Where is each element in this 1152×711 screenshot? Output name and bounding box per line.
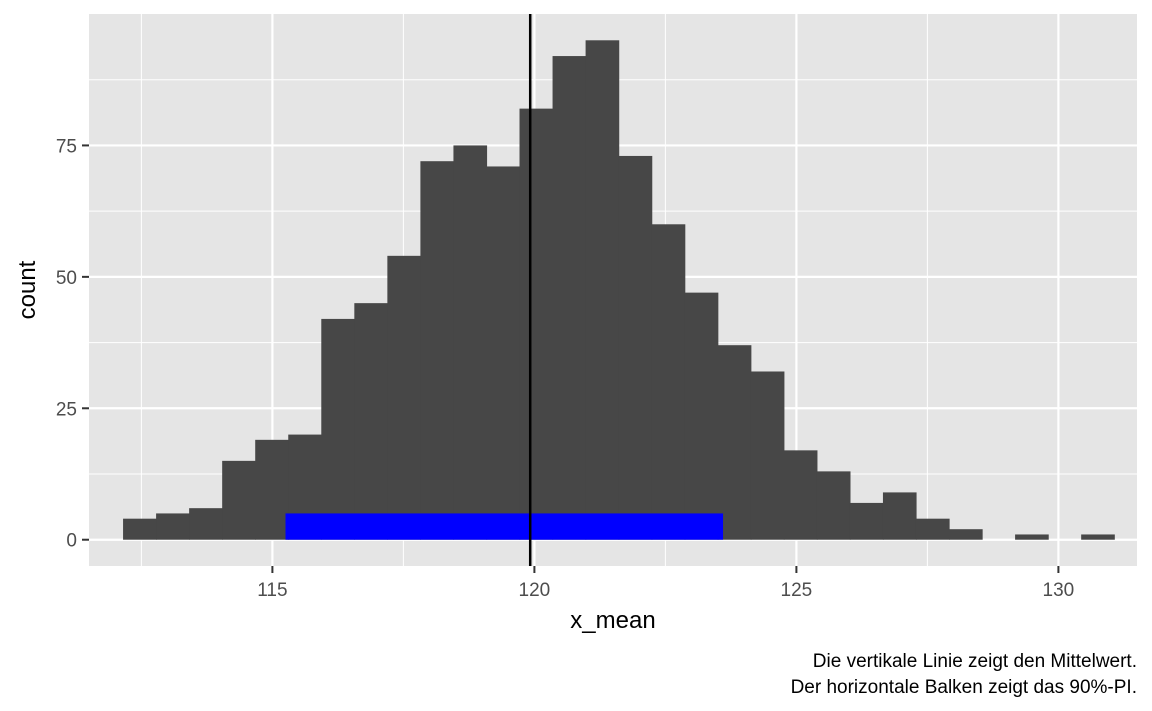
histogram-bar <box>519 108 554 540</box>
histogram-bar <box>618 155 653 540</box>
y-axis-title: count <box>14 260 41 319</box>
histogram-bar <box>255 439 289 540</box>
histogram-bar <box>189 508 223 540</box>
histogram-bar <box>651 224 686 540</box>
histogram-bar <box>453 145 488 540</box>
histogram-bar <box>882 492 917 540</box>
histogram-bars <box>123 40 1115 540</box>
caption-line-1: Die vertikale Linie zeigt den Mittelwert… <box>813 651 1137 672</box>
histogram-bar <box>1081 534 1115 540</box>
histogram-bar <box>420 161 455 540</box>
histogram-bar <box>783 450 818 540</box>
histogram-bar <box>949 529 983 540</box>
histogram-bar <box>849 502 884 540</box>
histogram-bar <box>222 460 256 540</box>
y-axis: 0 25 50 75 <box>56 136 89 552</box>
histogram-bar <box>552 56 587 540</box>
y-tick-label: 50 <box>56 268 77 289</box>
prediction-interval-bar <box>285 513 724 540</box>
x-tick-label: 120 <box>519 580 551 601</box>
histogram-bar <box>156 513 190 540</box>
y-tick-label: 0 <box>66 531 77 552</box>
histogram-bar <box>123 518 157 540</box>
caption-line-2: Der horizontale Balken zeigt das 90%-PI. <box>791 677 1137 698</box>
histogram-bar <box>387 255 422 540</box>
histogram-bar <box>915 518 950 540</box>
histogram-bar <box>321 318 355 540</box>
histogram-bar <box>1015 534 1049 540</box>
x-tick-label: 115 <box>257 580 287 601</box>
histogram-bar <box>684 292 719 540</box>
x-tick-label: 125 <box>781 580 813 601</box>
y-tick-label: 25 <box>56 399 77 420</box>
y-tick-label: 75 <box>56 136 77 157</box>
histogram-bar <box>486 166 521 540</box>
histogram-bar <box>717 345 752 540</box>
histogram-bar <box>585 40 620 540</box>
x-axis: 115 120 125 130 <box>257 566 1074 601</box>
x-axis-title: x_mean <box>570 607 655 634</box>
histogram-bar <box>750 371 785 540</box>
histogram-bar <box>816 471 851 540</box>
histogram-bar <box>354 303 388 540</box>
x-tick-label: 130 <box>1043 580 1075 601</box>
